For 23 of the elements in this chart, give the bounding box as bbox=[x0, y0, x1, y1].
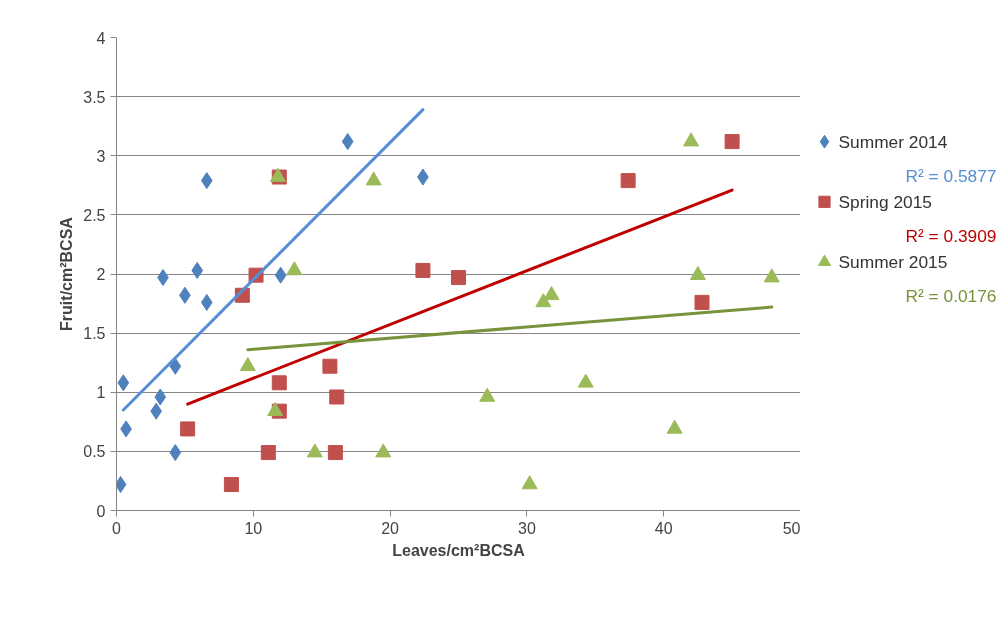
legend-label: Summer 2015 bbox=[838, 251, 948, 272]
y-tick-label: 1 bbox=[96, 384, 106, 402]
x-tick-label: 20 bbox=[381, 519, 400, 537]
legend-label: Spring 2015 bbox=[838, 191, 932, 212]
text: R² = 0.5877 bbox=[905, 166, 997, 187]
x-tick-label: 50 bbox=[782, 519, 801, 537]
y-tick-label: 0.5 bbox=[83, 443, 106, 461]
text: R² = 0.3909 bbox=[905, 226, 997, 247]
y-tick-label: 4 bbox=[96, 29, 106, 47]
x-tick-label: 30 bbox=[518, 519, 536, 537]
legend-label: Summer 2014 bbox=[838, 131, 948, 152]
y-tick-label: 0 bbox=[96, 502, 106, 520]
x-tick-label: 0 bbox=[112, 519, 122, 537]
y-axis-title: Fruit/cm²BCSA bbox=[58, 216, 76, 331]
y-tick-label: 2 bbox=[96, 266, 106, 283]
x-tick-label: 10 bbox=[244, 519, 263, 537]
y-tick-label: 3.5 bbox=[83, 88, 106, 106]
y-tick-label: 3 bbox=[96, 147, 106, 165]
y-tick-label: 2.5 bbox=[83, 206, 106, 224]
x-axis-title: Leaves/cm²BCSA bbox=[392, 541, 526, 559]
y-tick-label: 1.5 bbox=[83, 325, 106, 343]
text: R² = 0.0176 bbox=[905, 286, 997, 307]
x-tick-label: 40 bbox=[654, 519, 673, 537]
